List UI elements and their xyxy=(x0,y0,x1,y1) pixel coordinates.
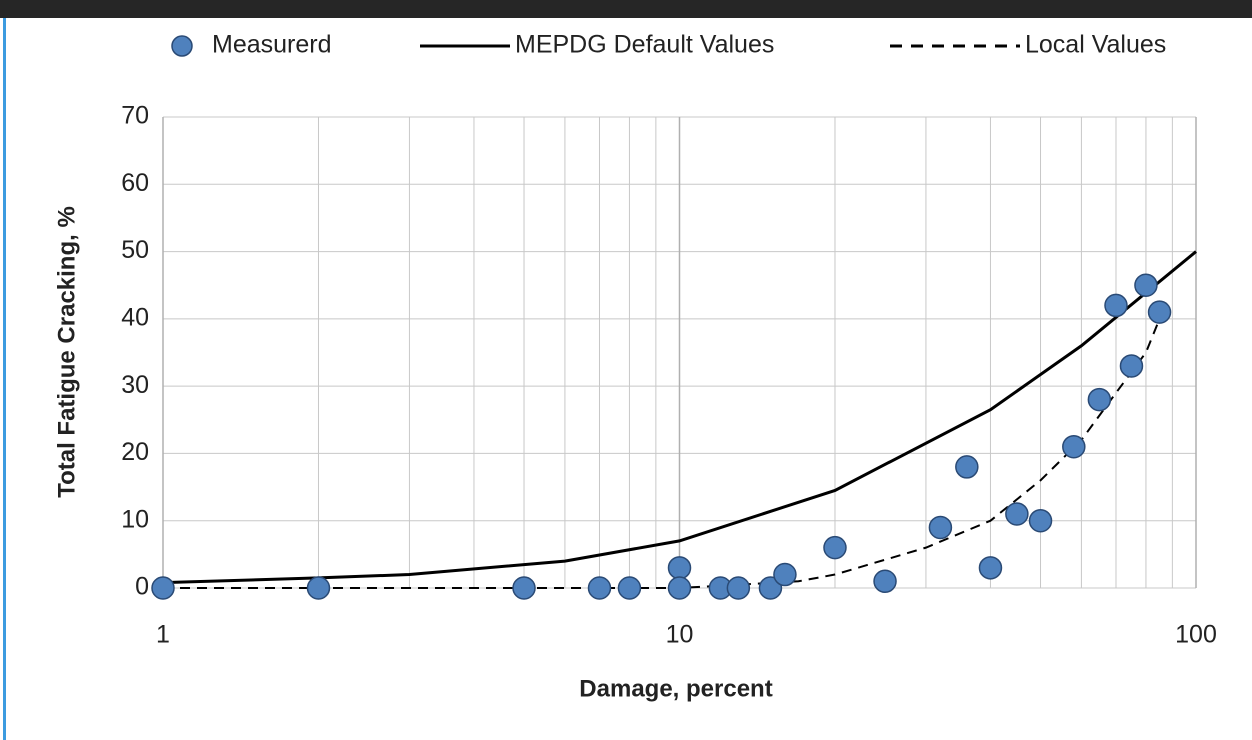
data-point xyxy=(1028,508,1053,533)
data-point xyxy=(928,515,953,540)
y-tick-label: 70 xyxy=(121,102,149,130)
series-line xyxy=(162,250,1197,585)
left-border xyxy=(3,18,6,740)
x-tick-label: 100 xyxy=(1175,621,1217,649)
legend-marker xyxy=(171,35,193,57)
x-axis-label: Damage, percent xyxy=(579,675,772,702)
data-point xyxy=(955,455,979,479)
y-tick-label: 60 xyxy=(121,169,149,197)
x-tick-label: 10 xyxy=(666,621,694,649)
data-point xyxy=(587,576,612,600)
y-axis-label: Total Fatigue Cracking, % xyxy=(53,206,80,498)
y-tick-label: 30 xyxy=(121,371,149,399)
data-point xyxy=(758,576,783,600)
series-line xyxy=(163,318,1161,589)
data-point xyxy=(1087,387,1112,412)
data-point xyxy=(1119,354,1144,378)
data-point xyxy=(1134,273,1158,297)
data-point xyxy=(1147,300,1172,324)
y-tick-label: 0 xyxy=(135,573,149,601)
data-point xyxy=(873,569,897,594)
legend-label: Local Values xyxy=(1025,31,1166,59)
y-tick-label: 10 xyxy=(121,505,149,533)
legend-label: Measurerd xyxy=(212,31,332,59)
data-point xyxy=(773,562,797,587)
data-point xyxy=(1005,502,1029,526)
data-point xyxy=(617,576,642,600)
top-bar xyxy=(0,0,1252,18)
data-point xyxy=(823,535,847,560)
x-tick-label: 1 xyxy=(156,621,170,649)
y-tick-label: 40 xyxy=(121,303,149,331)
data-point xyxy=(1104,293,1128,318)
data-point xyxy=(667,576,692,600)
data-point xyxy=(1062,434,1086,459)
data-point xyxy=(512,576,536,600)
legend-label: MEPDG Default Values xyxy=(515,31,774,59)
data-point xyxy=(726,576,751,600)
y-tick-label: 50 xyxy=(121,236,149,264)
data-point xyxy=(978,556,1003,580)
y-tick-label: 20 xyxy=(121,438,149,466)
data-point xyxy=(667,556,692,580)
data-point xyxy=(306,576,331,600)
data-point xyxy=(151,576,175,600)
